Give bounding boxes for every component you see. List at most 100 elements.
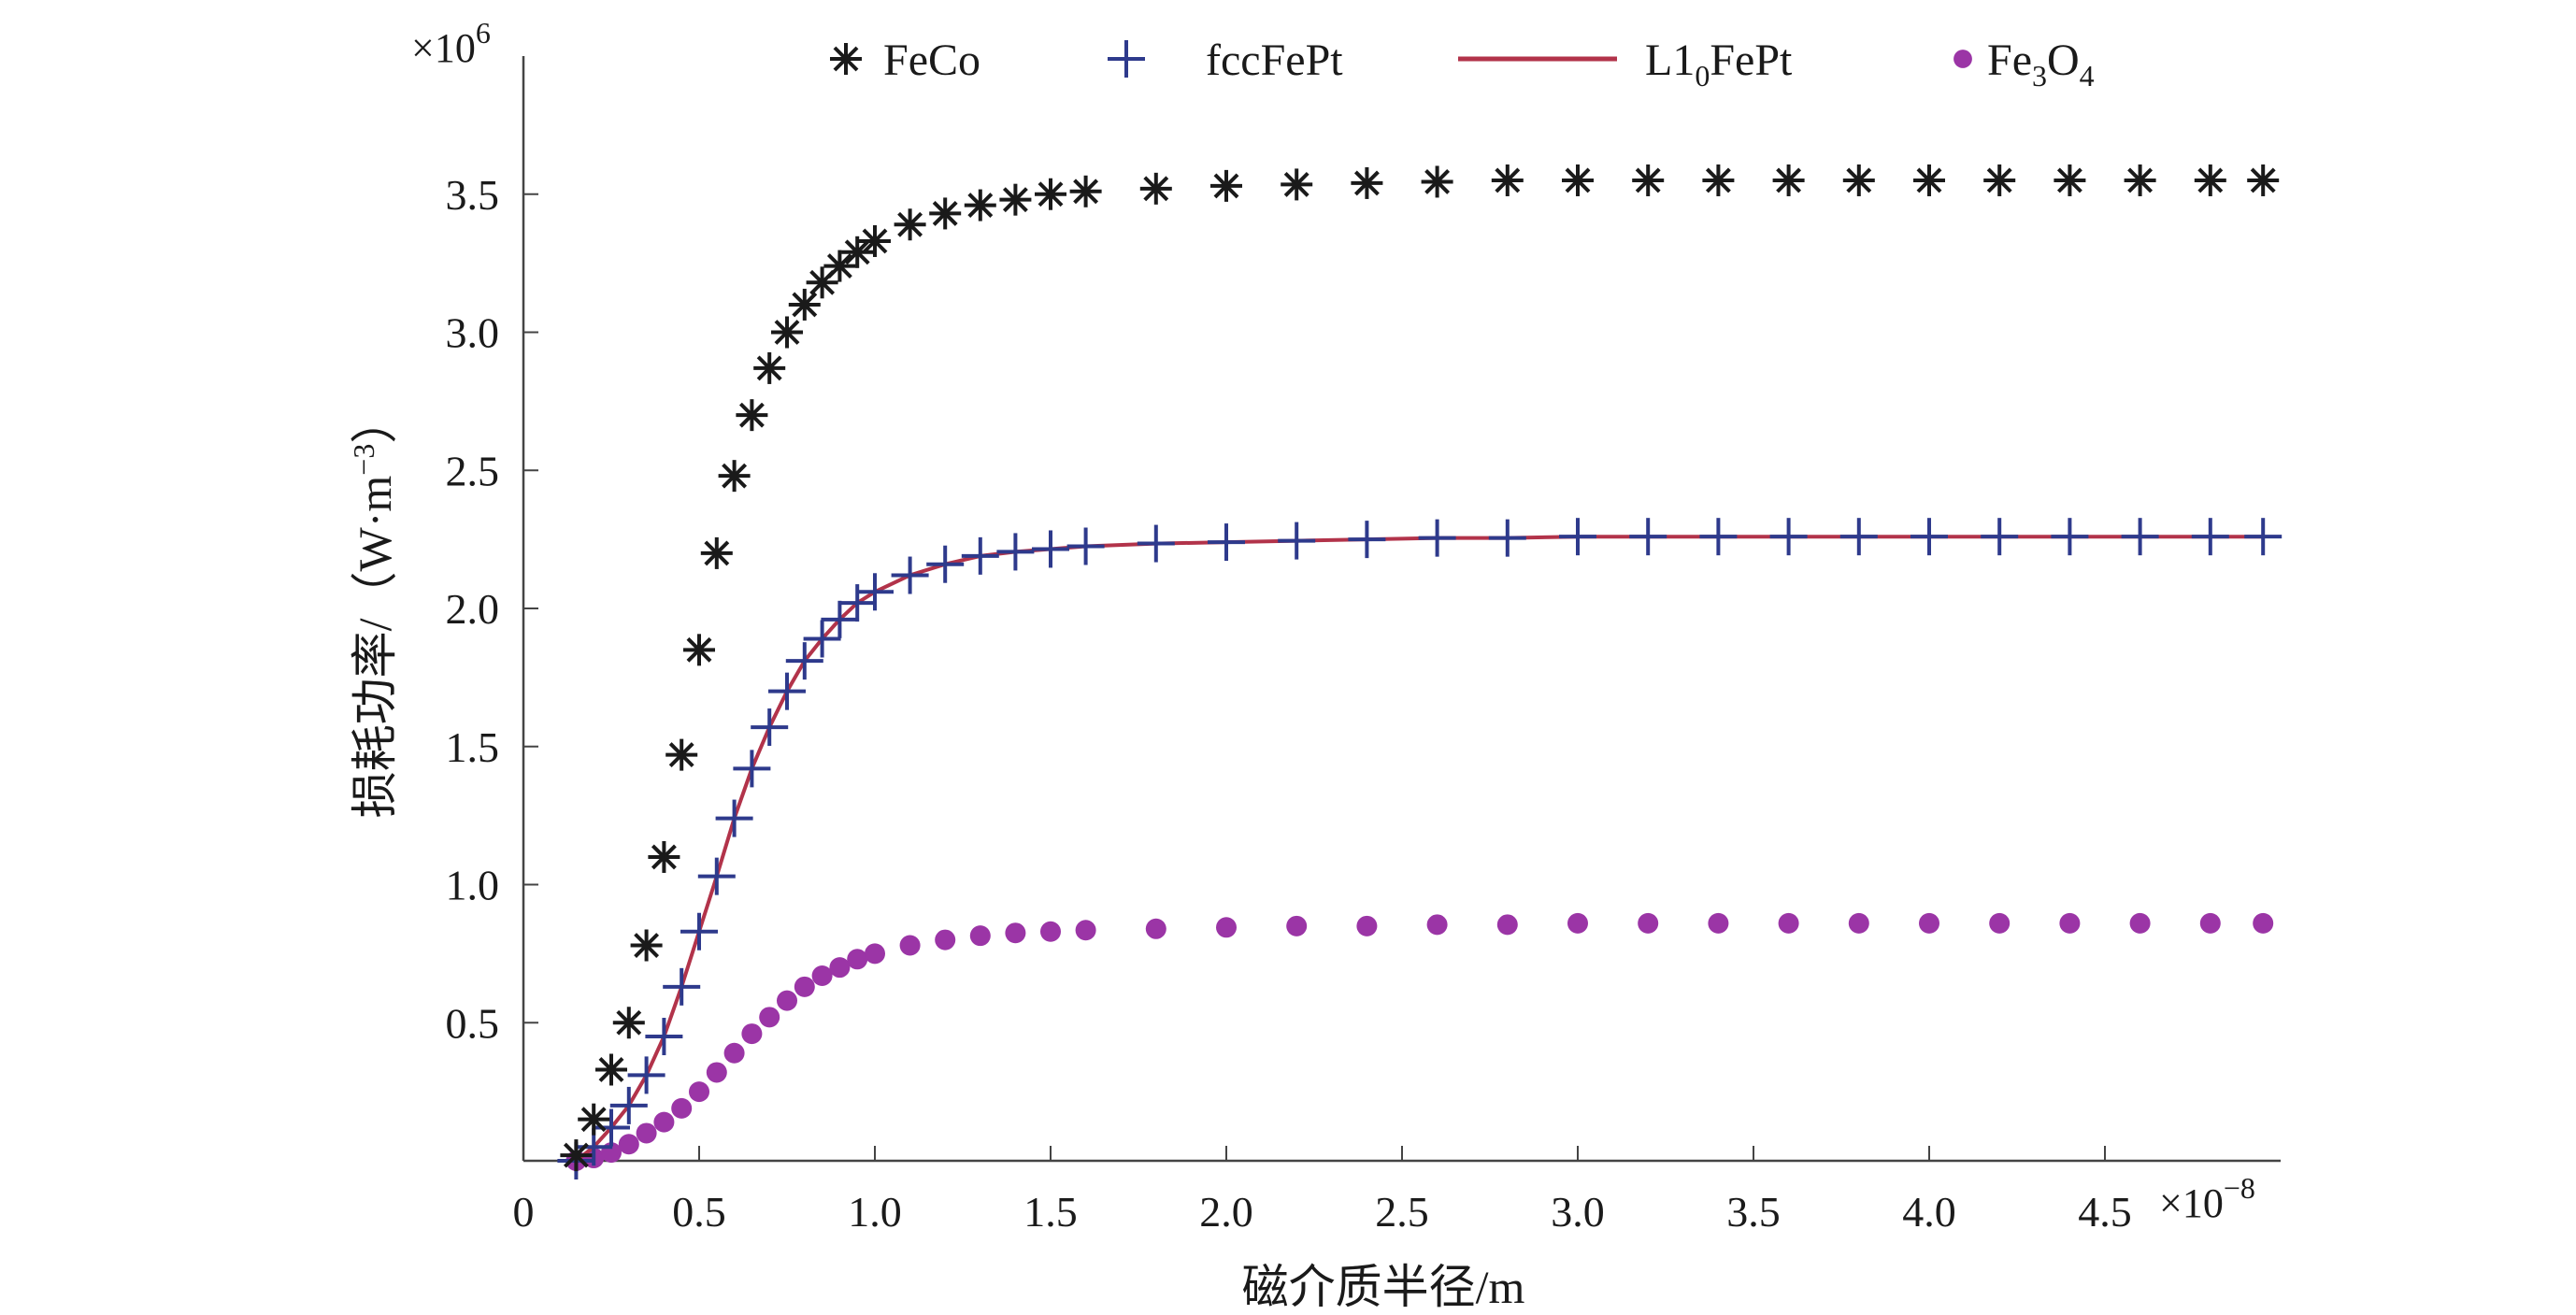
data-point — [612, 1007, 645, 1039]
data-point — [2129, 912, 2151, 934]
data-point — [1032, 530, 1069, 568]
data-point — [2051, 518, 2089, 556]
data-point — [899, 935, 921, 956]
data-point — [1981, 518, 2019, 556]
data-point — [593, 1108, 630, 1147]
data-point — [1075, 920, 1096, 941]
data-point — [1286, 915, 1308, 936]
series-4 — [565, 912, 2274, 1171]
data-point — [1351, 166, 1383, 199]
data-point — [1842, 164, 1875, 196]
data-point — [964, 189, 996, 222]
data-point — [841, 236, 874, 268]
data-point — [741, 1023, 763, 1045]
data-point — [1356, 915, 1378, 936]
series-1 — [560, 164, 2280, 1172]
data-point — [894, 208, 926, 241]
data-point — [663, 967, 701, 1006]
data-point — [929, 197, 962, 230]
data-point — [1848, 912, 1869, 934]
data-point — [806, 266, 838, 299]
data-point — [1778, 912, 1799, 934]
data-point — [1137, 524, 1175, 563]
data-point — [969, 925, 991, 947]
y-tick-label: 0.5 — [446, 999, 500, 1047]
legend-label: FeCo — [883, 36, 980, 85]
data-point — [653, 1111, 675, 1133]
y-axis-multiplier: ×106 — [411, 16, 491, 71]
data-point — [768, 672, 806, 710]
data-point — [1699, 518, 1738, 556]
y-tick-label: 2.0 — [446, 585, 500, 633]
data-marks — [557, 164, 2283, 1179]
data-point — [706, 1062, 727, 1083]
data-point — [1496, 914, 1518, 936]
data-point — [999, 183, 1032, 216]
data-point — [1629, 518, 1667, 556]
data-point — [1567, 912, 1588, 934]
x-tick-label: 1.5 — [1023, 1188, 1078, 1236]
data-point — [926, 545, 965, 583]
data-point — [736, 399, 768, 432]
data-point — [1208, 523, 1245, 562]
data-point — [759, 1007, 780, 1028]
data-point — [1278, 522, 1316, 560]
data-point — [1426, 914, 1448, 936]
data-point — [753, 351, 786, 384]
data-point — [697, 857, 736, 895]
data-point — [2199, 912, 2221, 934]
y-tick-label: 1.5 — [446, 723, 500, 771]
data-point — [1911, 518, 1948, 556]
series-2 — [557, 518, 2283, 1179]
data-point — [1066, 527, 1105, 565]
data-point — [665, 738, 698, 771]
data-point — [1005, 922, 1026, 944]
data-point — [1839, 518, 1878, 556]
data-point — [645, 1018, 683, 1056]
data-point — [2124, 164, 2156, 196]
y-axis-title: 损耗功率/（W·m−3） — [347, 397, 401, 819]
data-point — [785, 642, 823, 680]
data-point — [856, 573, 894, 611]
data-point — [777, 990, 797, 1011]
data-point — [1421, 165, 1453, 198]
legend-item: fccFePt — [1108, 36, 1343, 85]
data-point — [2191, 518, 2229, 556]
y-tick-label: 2.5 — [446, 447, 500, 494]
data-point — [636, 1122, 657, 1144]
x-tick-label: 4.0 — [1902, 1188, 1956, 1236]
x-tick-label: 3.0 — [1551, 1188, 1605, 1236]
y-tick-label: 3.5 — [446, 171, 500, 219]
x-tick-label: 0.5 — [672, 1188, 726, 1236]
data-point — [1913, 164, 1945, 196]
data-point — [2244, 518, 2283, 556]
data-point — [1491, 164, 1524, 196]
data-point — [671, 1097, 693, 1119]
data-point — [823, 250, 856, 282]
x-tick-label: 0 — [513, 1188, 535, 1236]
data-point — [829, 957, 851, 979]
data-point — [680, 912, 718, 951]
x-axis-title: 磁介质半径/m — [1242, 1261, 1525, 1313]
data-point — [865, 943, 885, 965]
data-point — [700, 536, 733, 569]
data-point — [2253, 912, 2274, 934]
data-point — [996, 533, 1035, 571]
data-point — [1702, 164, 1735, 196]
data-point — [1210, 169, 1242, 202]
data-point — [1632, 164, 1665, 196]
data-point — [718, 460, 751, 493]
data-point — [1040, 921, 1061, 942]
data-point — [2194, 164, 2226, 196]
data-point — [723, 1042, 745, 1064]
data-point — [847, 949, 868, 970]
data-point — [1139, 172, 1172, 205]
legend-marker — [830, 43, 862, 75]
x-axis-multiplier: ×10−8 — [2159, 1171, 2255, 1226]
data-point — [859, 224, 891, 257]
series-3 — [575, 535, 2264, 1163]
data-point — [751, 708, 789, 747]
data-point — [2247, 164, 2280, 196]
legend-item: FeCo — [830, 36, 980, 85]
